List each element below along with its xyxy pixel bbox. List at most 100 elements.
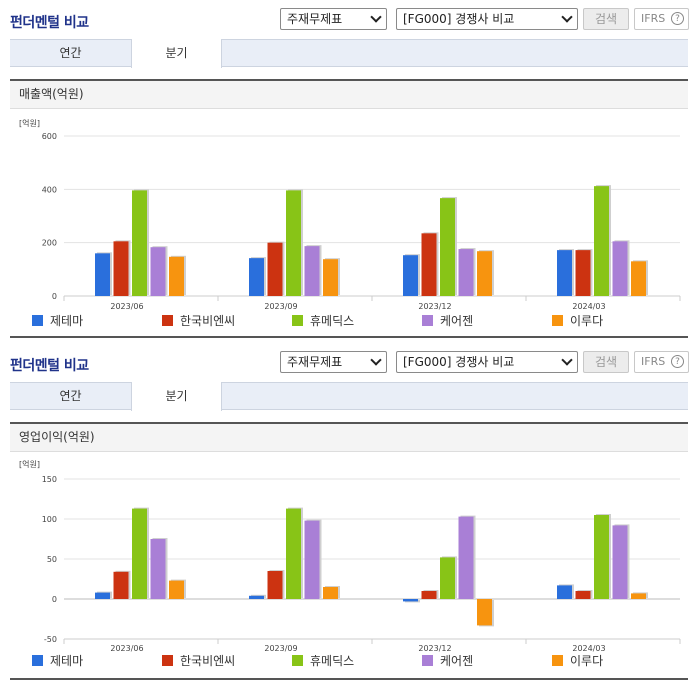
ifrs-button[interactable]: IFRS ? [634, 8, 689, 30]
chevron-down-icon [370, 354, 382, 366]
panel-divider [10, 336, 688, 338]
bar [440, 557, 455, 599]
bar [286, 190, 301, 296]
comparison-group-select[interactable]: [FG000] 경쟁사 비교 [396, 351, 578, 373]
tab-annual[interactable]: 연간 [59, 389, 82, 403]
x-tick-label: 2023/06 [110, 644, 143, 653]
help-icon[interactable]: ? [671, 355, 684, 368]
bar [267, 242, 283, 296]
period-tabs: 연간 분기 [10, 382, 688, 411]
chevron-down-icon [561, 354, 573, 366]
bar [267, 571, 283, 599]
bar [113, 241, 129, 296]
bar [169, 256, 184, 296]
legend-label: 제테마 [50, 314, 84, 328]
legend-label: 이루다 [570, 314, 604, 328]
legend-label: 한국비엔씨 [180, 314, 236, 328]
chevron-down-icon [561, 11, 573, 23]
legend-label: 케어젠 [440, 314, 474, 328]
comparison-group-value: [FG000] 경쟁사 비교 [403, 355, 515, 369]
bar [249, 595, 264, 599]
bar [477, 251, 492, 296]
statement-type-select[interactable]: 주재무제표 [280, 351, 387, 373]
search-button[interactable]: 검색 [583, 8, 629, 30]
bar [575, 591, 591, 599]
chevron-down-icon [370, 11, 382, 23]
bar [557, 585, 572, 599]
ifrs-label: IFRS [641, 355, 666, 368]
ifrs-label: IFRS [641, 12, 666, 25]
chart-subtitle: 매출액(억원) [10, 79, 688, 109]
x-tick-label: 2023/06 [110, 302, 143, 311]
tab-quarterly[interactable]: 분기 [131, 39, 222, 68]
x-tick-label: 2023/09 [264, 302, 297, 311]
y-tick-label: 0 [52, 595, 57, 604]
legend-swatch [32, 655, 43, 666]
legend-swatch [422, 315, 433, 326]
bar [594, 515, 609, 599]
panel-title: 펀더멘털 비교 [10, 358, 89, 374]
comparison-group-value: [FG000] 경쟁사 비교 [403, 12, 515, 26]
y-tick-label: 200 [42, 239, 57, 248]
ifrs-button[interactable]: IFRS ? [634, 351, 689, 373]
statement-type-select[interactable]: 주재무제표 [280, 8, 387, 30]
bar [132, 190, 147, 296]
bar [594, 186, 609, 296]
fundamental-panel-revenue: 펀더멘털 비교 주재무제표 [FG000] 경쟁사 비교 검색 IFRS ? 연… [0, 8, 696, 338]
bar [304, 246, 320, 296]
fundamental-panel-operating-profit: 펀더멘털 비교 주재무제표 [FG000] 경쟁사 비교 검색 IFRS ? 연… [0, 343, 696, 684]
bar [403, 255, 418, 296]
y-tick-label: 0 [52, 292, 57, 301]
legend-swatch [422, 655, 433, 666]
x-tick-label: 2023/12 [418, 302, 451, 311]
legend-swatch [292, 315, 303, 326]
panel-header: 펀더멘털 비교 주재무제표 [FG000] 경쟁사 비교 검색 IFRS ? [0, 343, 696, 383]
chart-subtitle: 영업이익(억원) [10, 422, 688, 452]
legend-label: 제테마 [50, 654, 84, 668]
search-button[interactable]: 검색 [583, 351, 629, 373]
bar [95, 253, 110, 296]
help-icon[interactable]: ? [671, 12, 684, 25]
bar [458, 516, 474, 599]
legend-swatch [292, 655, 303, 666]
legend-label: 휴메딕스 [310, 654, 355, 668]
statement-type-value: 주재무제표 [287, 355, 343, 369]
y-unit-label: [억원] [19, 460, 40, 469]
x-tick-label: 2024/03 [572, 644, 605, 653]
bar [304, 520, 320, 599]
legend-label: 한국비엔씨 [180, 654, 236, 668]
panel-divider [10, 678, 688, 680]
y-tick-label: 600 [42, 132, 57, 141]
comparison-group-select[interactable]: [FG000] 경쟁사 비교 [396, 8, 578, 30]
legend-swatch [552, 315, 563, 326]
bar [403, 599, 418, 602]
legend-label: 케어젠 [440, 654, 474, 668]
bar [169, 580, 184, 599]
y-tick-label: 50 [47, 555, 57, 564]
chart-legend: 제테마 한국비엔씨 휴메딕스 케어젠 이루다 [0, 653, 696, 673]
bar [631, 261, 646, 296]
period-tabs: 연간 분기 [10, 39, 688, 68]
bar [249, 258, 264, 296]
y-tick-label: 100 [42, 515, 57, 524]
revenue-bar-chart: 0 200 400 600 2023/06 2023/09 2023/12 2024/03 [42, 132, 681, 311]
legend-swatch [162, 655, 173, 666]
y-tick-label: 400 [42, 185, 57, 194]
bar [612, 525, 628, 599]
tab-quarterly[interactable]: 분기 [131, 382, 222, 411]
bar [421, 591, 437, 599]
tab-annual[interactable]: 연간 [59, 46, 82, 60]
bar [477, 599, 492, 626]
y-tick-label: -50 [44, 635, 57, 644]
panel-title: 펀더멘털 비교 [10, 15, 89, 31]
bar [150, 247, 166, 296]
legend-swatch [162, 315, 173, 326]
x-tick-label: 2024/03 [572, 302, 605, 311]
bar [95, 592, 110, 599]
chart-legend: 제테마 한국비엔씨 휴메딕스 케어젠 이루다 [0, 313, 696, 333]
bar [323, 259, 338, 296]
operating-profit-bar-chart: -50 0 50 100 150 2023/06 2023/09 2023/12 2024/03 [42, 475, 681, 653]
bar [631, 593, 646, 599]
bar [612, 241, 628, 296]
bar [150, 539, 166, 599]
